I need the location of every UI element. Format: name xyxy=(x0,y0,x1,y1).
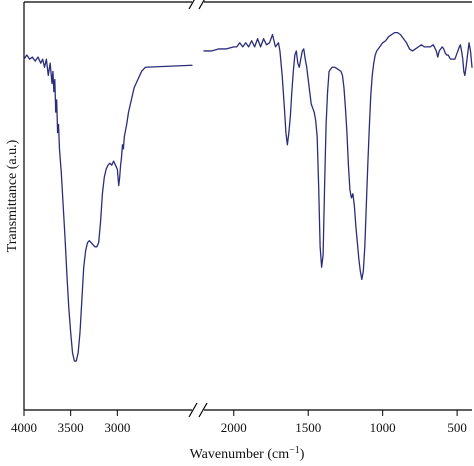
x-tick-label-3500: 3500 xyxy=(58,420,84,435)
x-axis-ticks: 4000 3500 3000 2000 1500 1000 500 xyxy=(11,410,467,435)
axis-break-slash-top-1 xyxy=(189,0,197,9)
x-tick-label-4000: 4000 xyxy=(11,420,37,435)
x-tick-label-2000: 2000 xyxy=(221,420,247,435)
spectrum-line-segment-1 xyxy=(24,55,192,361)
x-tick-label-3000: 3000 xyxy=(104,420,130,435)
x-axis-label: Wavenumber (cm−1) xyxy=(190,445,305,463)
axis-break-marks xyxy=(189,0,207,417)
plot-frame xyxy=(24,2,472,410)
axis-break-slash-top-2 xyxy=(199,0,207,9)
y-axis-label: Transmittance (a.u.) xyxy=(5,139,20,252)
spectrum-line-segment-2 xyxy=(204,33,472,280)
x-tick-label-500: 500 xyxy=(447,420,467,435)
x-axis-label-end: ) xyxy=(300,447,305,462)
x-axis-label-main: Wavenumber (cm xyxy=(190,447,290,462)
x-tick-label-1000: 1000 xyxy=(370,420,396,435)
x-tick-label-1500: 1500 xyxy=(295,420,321,435)
x-axis-label-superscript: −1 xyxy=(289,445,300,456)
series-layer xyxy=(24,33,472,361)
